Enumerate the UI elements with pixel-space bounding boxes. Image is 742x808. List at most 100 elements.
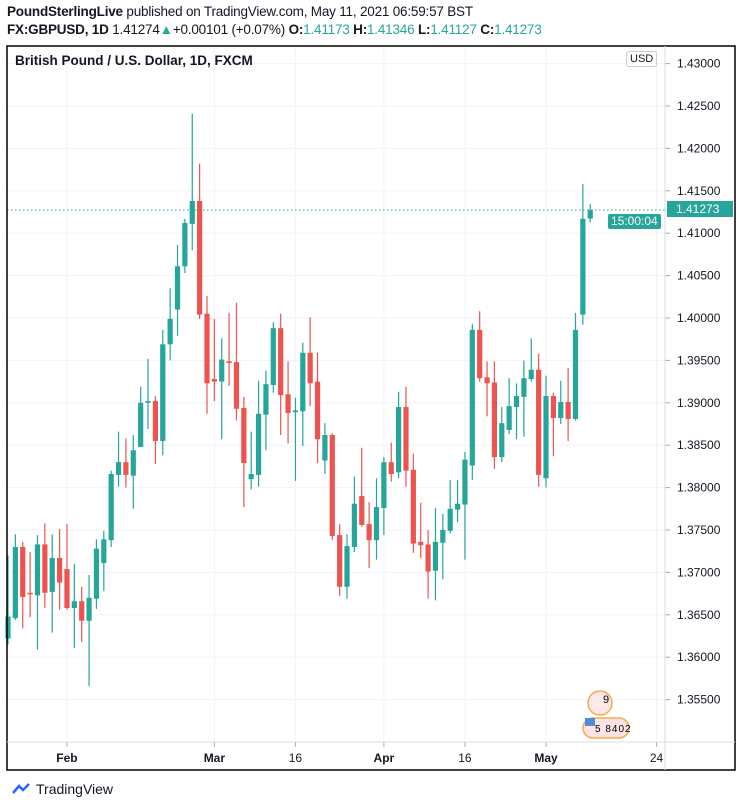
candle-body: [513, 396, 520, 408]
x-tick-label: 24: [650, 751, 664, 765]
bearish-candle: [536, 353, 542, 487]
candle-body: [12, 546, 18, 619]
bullish-candle: [255, 380, 262, 487]
candle-body: [329, 435, 335, 536]
bearish-candle: [491, 361, 498, 469]
time-axis[interactable]: Feb Mar 16 Apr 16 May 24: [56, 742, 664, 765]
candle-body: [197, 200, 203, 315]
open-value: 1.41173: [303, 22, 350, 37]
y-tick-label: 1.37500: [677, 523, 721, 537]
candle-body: [351, 503, 357, 547]
candle-body: [219, 359, 225, 382]
y-tick-label: 1.40500: [677, 269, 721, 283]
high-label: H:: [353, 22, 367, 37]
y-tick-label: 1.35500: [677, 693, 721, 707]
low-value: 1.41127: [430, 22, 477, 37]
candle-body: [344, 546, 350, 587]
ohlc-legend: FX:GBPUSD, 1D 1.41274▲+0.00101 (+0.07%) …: [7, 22, 542, 37]
candle-body: [5, 616, 11, 639]
candle-body: [381, 462, 387, 508]
candle-body: [292, 410, 299, 413]
bullish-candle: [219, 338, 225, 440]
bearish-candle: [329, 433, 335, 541]
bearish-candle: [307, 317, 313, 407]
candle-body: [484, 377, 490, 384]
candle-body: [477, 329, 483, 379]
bullish-candle: [344, 534, 350, 599]
x-tick-label: May: [534, 751, 558, 765]
y-tick-label: 1.39000: [677, 396, 721, 410]
bearish-candle: [56, 529, 63, 610]
bullish-candle: [189, 113, 195, 251]
candle-body: [79, 601, 85, 621]
candle-body: [410, 469, 416, 544]
candle-body: [506, 406, 512, 430]
candle-body: [314, 381, 321, 440]
y-tick-label: 1.43000: [677, 57, 721, 71]
bullish-candle: [270, 322, 276, 393]
bullish-candle: [543, 375, 549, 488]
y-tick-label: 1.36500: [677, 608, 721, 622]
candle-body: [174, 266, 181, 310]
brand-name: TradingView: [36, 781, 114, 797]
up-arrow-icon: ▲: [159, 22, 173, 37]
candle-body: [388, 462, 394, 475]
bullish-candle: [71, 563, 77, 648]
bearish-candle: [278, 313, 284, 436]
tradingview-logo[interactable]: TradingView: [12, 781, 113, 797]
bullish-candle: [469, 323, 475, 480]
y-tick-label: 1.41000: [677, 226, 721, 240]
candle-body: [403, 407, 409, 471]
candle-body: [337, 535, 343, 587]
candle-body: [278, 328, 284, 396]
y-tick-label: 1.41500: [677, 184, 721, 198]
candle-body: [233, 362, 240, 409]
candle-body: [49, 557, 55, 592]
candle-body: [300, 352, 306, 412]
candle-body: [108, 474, 114, 541]
candle-body: [204, 313, 210, 384]
close-label: C:: [480, 22, 495, 37]
candle-body: [248, 474, 254, 480]
open-label: O:: [288, 22, 304, 37]
candle-body: [322, 435, 328, 461]
event-markers[interactable]: 9 5 8402: [582, 690, 632, 739]
candles: [5, 113, 593, 687]
candle-body: [34, 544, 41, 596]
symbol: FX:GBPUSD, 1D: [7, 22, 109, 37]
bearish-candle: [425, 530, 431, 599]
bullish-candle: [12, 534, 18, 620]
chart-title: British Pound / U.S. Dollar, 1D, FXCM: [15, 53, 253, 68]
candle-body: [255, 413, 262, 475]
y-tick-label: 1.42500: [677, 99, 721, 113]
candle-body: [418, 541, 424, 546]
price-axis[interactable]: 1.35500 1.36000 1.36500 1.37000 1.37500 1.380…: [665, 57, 721, 707]
candle-body: [56, 557, 63, 583]
candle-body: [491, 382, 498, 458]
bullish-candle: [462, 451, 468, 560]
y-tick-label: 1.42000: [677, 141, 721, 155]
high-value: 1.41346: [367, 22, 415, 37]
candle-body: [263, 384, 269, 415]
candle-body: [42, 544, 48, 593]
candle-body: [115, 462, 122, 475]
bullish-candle: [93, 539, 100, 609]
candle-body: [454, 503, 461, 510]
bullish-candle: [572, 312, 579, 421]
bullish-candle: [49, 534, 55, 633]
candle-body: [396, 407, 402, 473]
bearish-candle: [152, 396, 158, 464]
close-value: 1.41273: [494, 22, 542, 37]
bearish-candle: [64, 524, 70, 610]
candle-body: [499, 423, 505, 458]
currency-button[interactable]: USD: [626, 51, 658, 67]
bullish-candle: [34, 535, 41, 650]
uk-flag-icon[interactable]: [587, 690, 613, 716]
bullish-candle: [521, 360, 527, 437]
candle-body: [425, 544, 431, 572]
candle-body: [462, 459, 468, 505]
candle-body: [307, 352, 313, 384]
candle-body: [565, 401, 571, 419]
x-tick-label: Apr: [374, 751, 395, 765]
